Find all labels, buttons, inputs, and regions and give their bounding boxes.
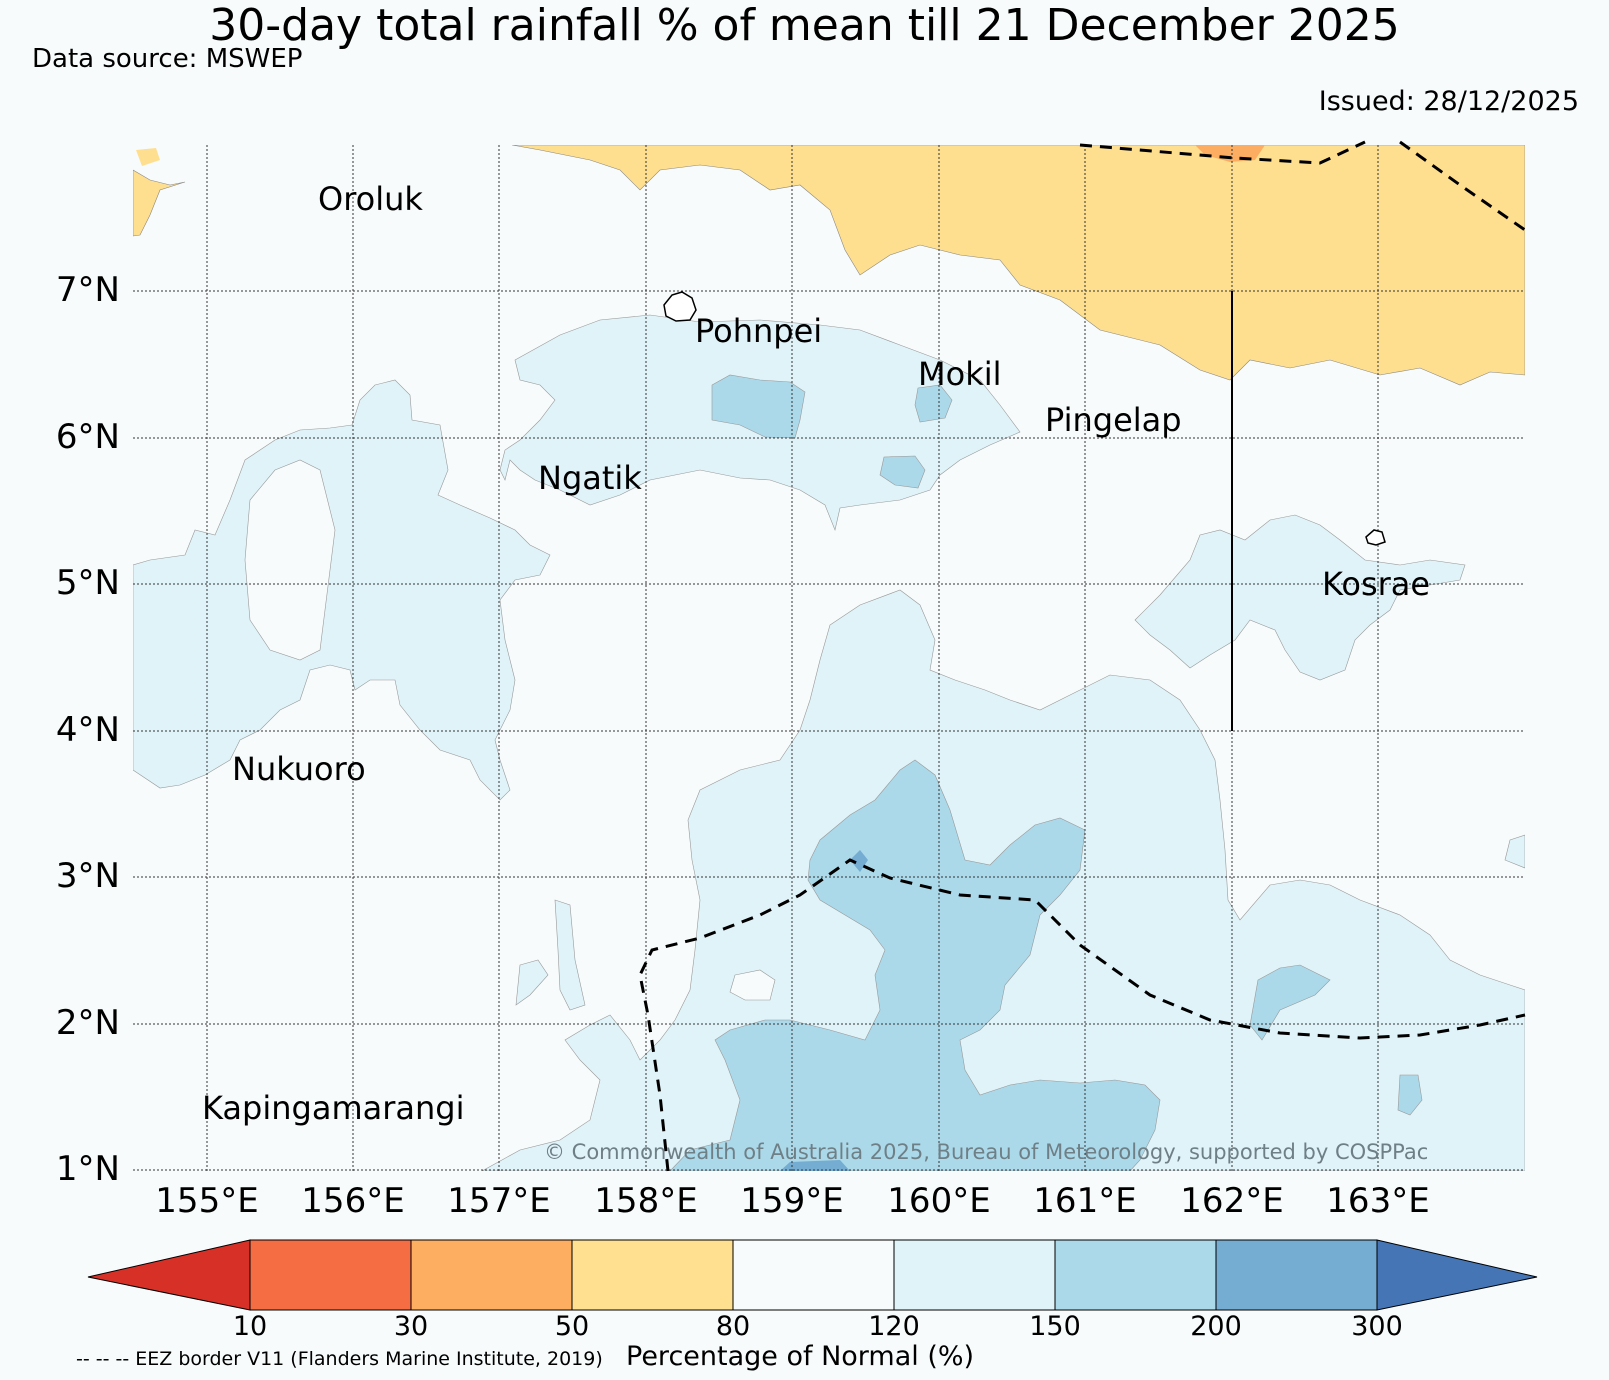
lon-label-156e: 156°E <box>301 1181 405 1221</box>
lon-label-158e: 158°E <box>594 1181 698 1221</box>
map-title: 30-day total rainfall % of mean till 21 … <box>209 0 1400 51</box>
wet-core-150 <box>669 759 1161 1171</box>
wet-patch-south-small <box>515 959 549 1006</box>
lat-label-6n: 6°N <box>55 417 120 457</box>
wet-region-west <box>133 379 551 801</box>
place-label-mokil: Mokil <box>918 355 1002 393</box>
lon-label-159e: 159°E <box>740 1181 844 1221</box>
lat-label-7n: 7°N <box>55 270 120 310</box>
pohnpei-island-outline <box>663 291 697 322</box>
colorbar-label-50: 50 <box>554 1311 590 1342</box>
colorbar-label-200: 200 <box>1190 1311 1242 1342</box>
lon-label-161e: 161°E <box>1033 1181 1137 1221</box>
colorbar-label-30: 30 <box>393 1311 429 1342</box>
colorbar-extend-low <box>87 1239 251 1311</box>
colorbar-bin-30-50 <box>410 1239 573 1311</box>
lat-label-5n: 5°N <box>55 563 120 603</box>
wet-patch-east-150 <box>1249 964 1331 1041</box>
place-label-kapingamarangi: Kapingamarangi <box>202 1089 465 1127</box>
wet-core-200-south <box>780 1160 850 1171</box>
lat-label-4n: 4°N <box>55 710 120 750</box>
colorbar-bin-200-300 <box>1215 1239 1378 1311</box>
graticule <box>133 145 1525 1171</box>
colorbar <box>87 1239 1538 1311</box>
lon-label-162e: 162°E <box>1180 1181 1284 1221</box>
no-anomaly-hole-west <box>244 459 336 661</box>
dry-patch-west-small <box>136 148 160 166</box>
wet-patch-pohnpei-150-c <box>879 455 926 489</box>
place-label-pohnpei: Pohnpei <box>695 312 823 350</box>
dry-region-80 <box>511 145 1525 386</box>
lat-label-1n: 1°N <box>55 1149 120 1189</box>
issued-date-label: Issued: 28/12/2025 <box>1318 86 1579 117</box>
place-label-kosrae: Kosrae <box>1322 565 1431 603</box>
lon-label-163e: 163°E <box>1326 1181 1430 1221</box>
colorbar-label-120: 120 <box>868 1311 920 1342</box>
no-anomaly-hole-south <box>729 969 776 1001</box>
lon-label-160e: 160°E <box>887 1181 991 1221</box>
wet-patch-pohnpei-150-a <box>711 374 806 439</box>
eez-border-note: -- -- -- EEZ border V11 (Flanders Marine… <box>76 1348 603 1370</box>
kosrae-island-outline <box>1365 529 1386 546</box>
place-label-pingelap: Pingelap <box>1045 401 1182 439</box>
wet-patch-east-edge <box>1504 834 1525 869</box>
place-label-oroluk: Oroluk <box>318 180 423 218</box>
dry-patch-west <box>133 169 186 237</box>
colorbar-bin-120-150 <box>893 1239 1056 1311</box>
wet-region-kosrae <box>1134 514 1466 681</box>
colorbar-bin-50-80 <box>571 1239 734 1311</box>
lon-label-155e: 155°E <box>155 1181 259 1221</box>
copyright-notice: © Commonwealth of Australia 2025, Bureau… <box>544 1140 1429 1164</box>
place-label-ngatik: Ngatik <box>538 459 642 497</box>
wet-patch-south-strip <box>554 899 586 1011</box>
colorbar-label-80: 80 <box>715 1311 751 1342</box>
wet-patch-pohnpei-150-b <box>914 384 953 423</box>
colorbar-label-10: 10 <box>232 1311 268 1342</box>
wet-patch-southeast-150 <box>1397 1074 1423 1116</box>
map-frame <box>133 145 1525 1171</box>
eez-borders <box>638 140 1526 1172</box>
data-source-label: Data source: MSWEP <box>32 44 303 74</box>
colorbar-bin-10-30 <box>249 1239 412 1311</box>
place-label-nukuoro: Nukuoro <box>232 750 366 788</box>
colorbar-title: Percentage of Normal (%) <box>626 1341 975 1372</box>
lat-label-3n: 3°N <box>55 856 120 896</box>
colorbar-bin-150-200 <box>1054 1239 1217 1311</box>
colorbar-label-150: 150 <box>1029 1311 1081 1342</box>
lon-label-157e: 157°E <box>447 1181 551 1221</box>
colorbar-extend-high <box>1376 1239 1538 1311</box>
colorbar-bin-80-120 <box>732 1239 895 1311</box>
lat-label-2n: 2°N <box>55 1003 120 1043</box>
colorbar-label-300: 300 <box>1351 1311 1403 1342</box>
